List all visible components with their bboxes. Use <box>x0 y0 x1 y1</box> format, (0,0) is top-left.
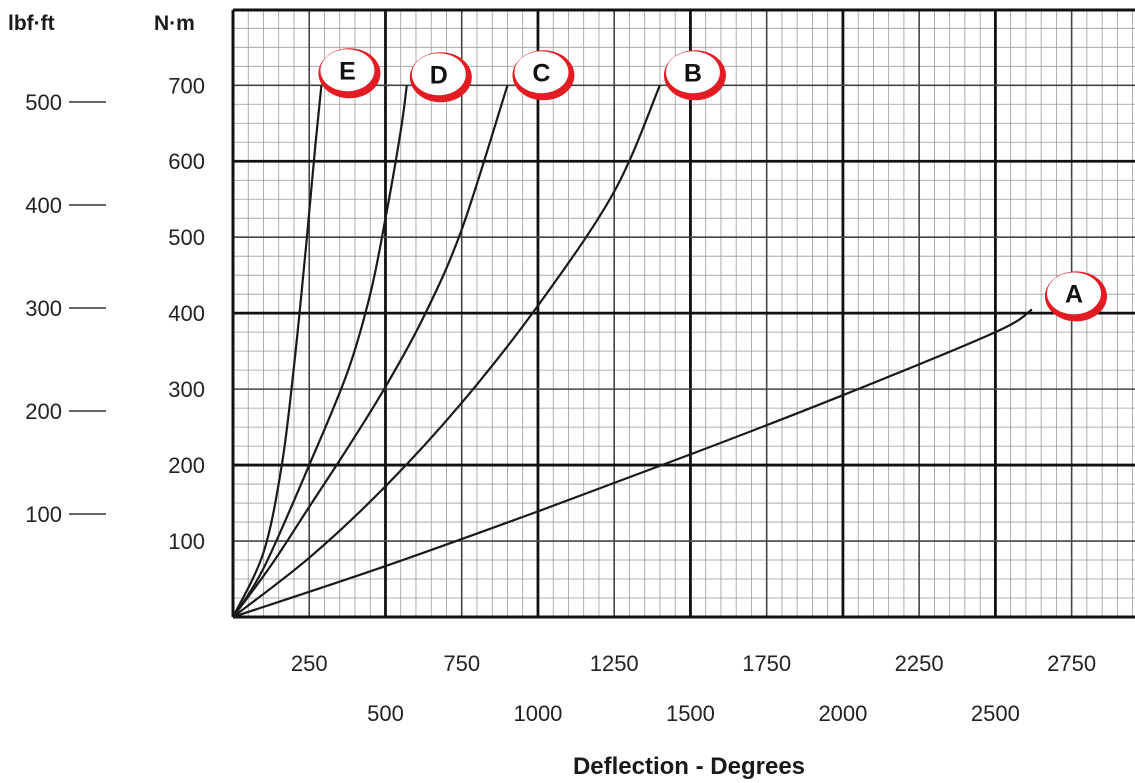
badge-fill <box>320 49 375 92</box>
y-tick-label-nm: 500 <box>168 225 205 250</box>
x-tick-label: 2250 <box>895 651 944 676</box>
x-tick-label: 500 <box>367 701 404 726</box>
series-badge-b: B <box>663 50 726 101</box>
x-tick-label: 2750 <box>1047 651 1096 676</box>
x-tick-label: 2500 <box>971 701 1020 726</box>
series-badges: A B C D E <box>318 48 1107 322</box>
series-label: D <box>430 61 448 89</box>
badge-fill <box>665 51 720 94</box>
series-label: A <box>1065 280 1083 308</box>
right-unit-label: N·m <box>154 12 195 35</box>
y-tick-label-nm: 100 <box>168 529 205 554</box>
series-label: C <box>532 59 550 87</box>
x-tick-label: 1250 <box>590 651 639 676</box>
y-tick-label-nm: 300 <box>168 377 205 402</box>
series-label: B <box>684 59 702 87</box>
y-tick-label-lbfft: 500 <box>25 90 62 115</box>
x-tick-label: 2000 <box>818 701 867 726</box>
tick-labels: 100 200 300 400 500 600 700 100 200 300 400 500 250 7… <box>25 73 1096 726</box>
x-axis-title: Deflection - Degrees <box>573 753 805 780</box>
y-tick-label-lbfft: 200 <box>25 399 62 424</box>
left-unit-label: lbf·ft <box>8 12 55 35</box>
y-tick-label-nm: 400 <box>168 301 205 326</box>
badge-fill <box>411 53 466 96</box>
x-tick-label: 750 <box>443 651 480 676</box>
major-gridlines <box>233 10 1135 617</box>
series-line-a <box>232 308 1033 619</box>
y-tick-label-nm: 600 <box>168 149 205 174</box>
x-tick-label: 1500 <box>666 701 715 726</box>
series-badge-c: C <box>512 50 575 101</box>
series-line-b <box>232 84 661 618</box>
series-badge-a: A <box>1044 271 1107 322</box>
series-label: E <box>339 57 356 85</box>
y-tick-label-lbfft: 300 <box>25 296 62 321</box>
y-tick-label-lbfft: 100 <box>25 502 62 527</box>
y-tick-label-nm: 700 <box>168 73 205 98</box>
y-tick-label-nm: 200 <box>168 453 205 478</box>
series-badge-d: D <box>409 52 472 103</box>
badge-fill <box>1046 272 1101 315</box>
series-lines <box>232 84 1033 619</box>
x-tick-label: 1750 <box>742 651 791 676</box>
x-tick-label: 250 <box>291 651 328 676</box>
plot-frame <box>231 8 1135 619</box>
series-badge-e: E <box>318 48 381 99</box>
series-line-e <box>232 85 323 618</box>
series-line-d <box>232 85 408 618</box>
y-tick-label-lbfft: 400 <box>25 193 62 218</box>
series-line-c <box>232 84 509 618</box>
badge-fill <box>514 51 569 94</box>
x-tick-label: 1000 <box>513 701 562 726</box>
